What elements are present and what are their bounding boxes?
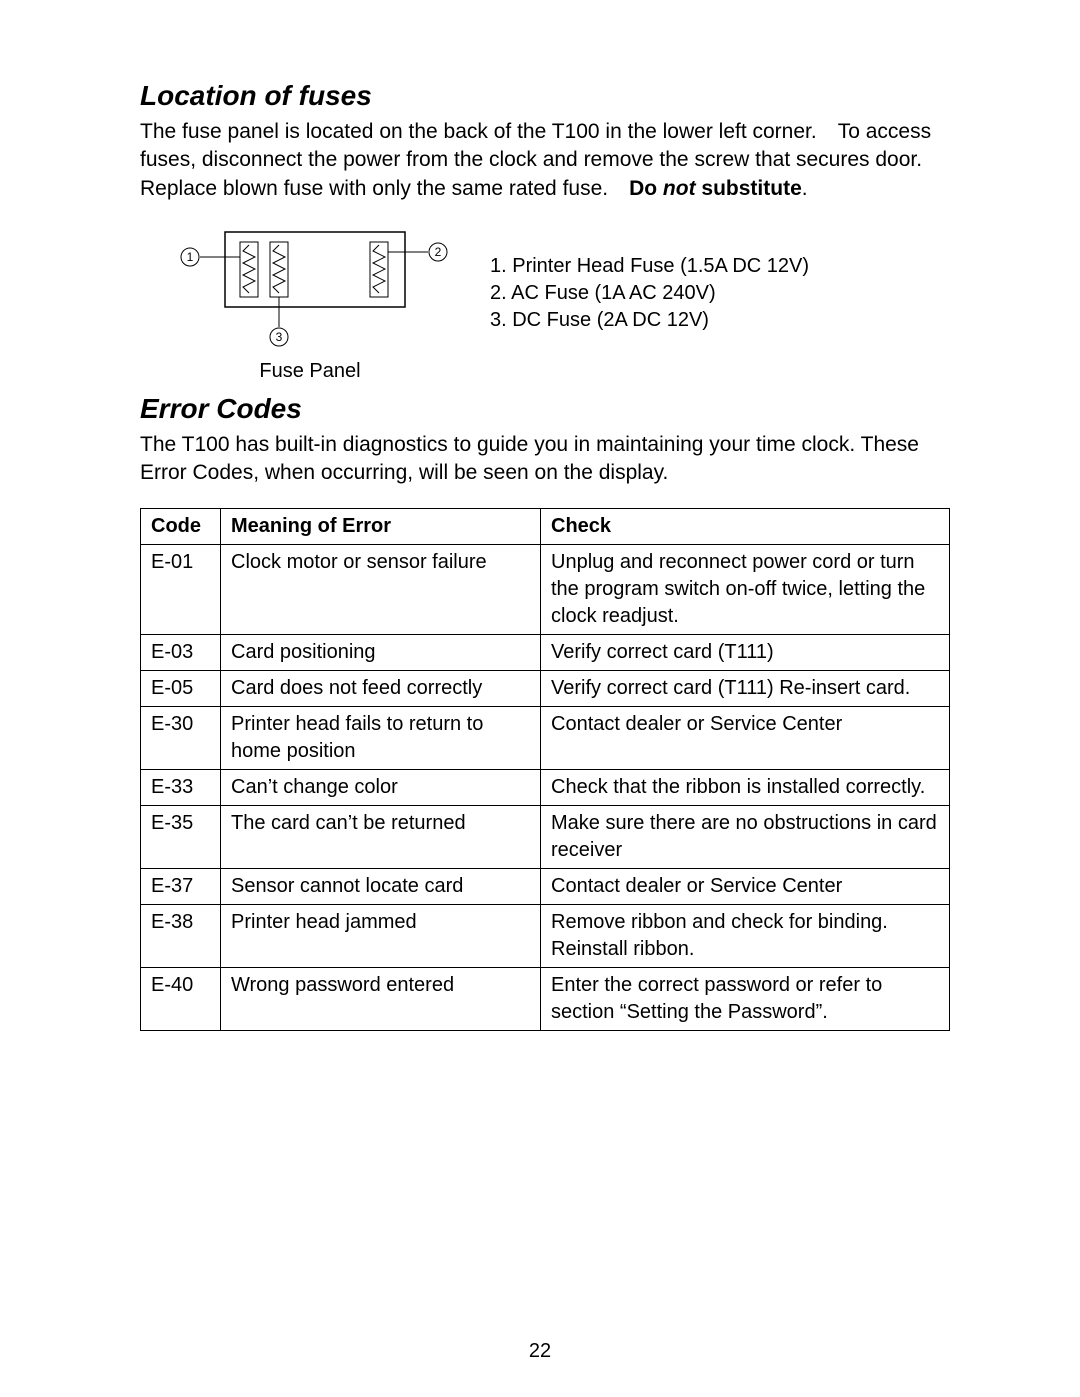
th-meaning: Meaning of Error — [221, 508, 541, 544]
diagram-label-1: 1 — [187, 250, 194, 264]
td-meaning: Sensor cannot locate card — [221, 868, 541, 904]
td-code: E-03 — [141, 634, 221, 670]
table-row: E-35The card can’t be returnedMake sure … — [141, 805, 950, 868]
td-check: Verify correct card (T111) Re-insert car… — [541, 670, 950, 706]
td-check: Check that the ribbon is installed corre… — [541, 769, 950, 805]
page: Location of fuses The fuse panel is loca… — [0, 0, 1080, 1397]
table-row: E-03Card positioningVerify correct card … — [141, 634, 950, 670]
fuses-period: . — [802, 177, 808, 200]
table-row: E-37Sensor cannot locate cardContact dea… — [141, 868, 950, 904]
fuse-legend-item-2: 2. AC Fuse (1A AC 240V) — [490, 280, 809, 307]
table-row: E-38Printer head jammedRemove ribbon and… — [141, 904, 950, 967]
td-meaning: The card can’t be returned — [221, 805, 541, 868]
table-row: E-40Wrong password enteredEnter the corr… — [141, 967, 950, 1030]
td-check: Contact dealer or Service Center — [541, 706, 950, 769]
fuse-panel-diagram: 1 2 3 — [170, 227, 450, 347]
td-meaning: Card does not feed correctly — [221, 670, 541, 706]
fuse-legend-item-3: 3. DC Fuse (2A DC 12V) — [490, 307, 809, 334]
td-meaning: Can’t change color — [221, 769, 541, 805]
td-check: Unplug and reconnect power cord or turn … — [541, 544, 950, 634]
td-code: E-37 — [141, 868, 221, 904]
td-meaning: Wrong password entered — [221, 967, 541, 1030]
table-row: E-30Printer head fails to return to home… — [141, 706, 950, 769]
td-code: E-30 — [141, 706, 221, 769]
td-code: E-33 — [141, 769, 221, 805]
fuse-row: 1 2 3 Fuse Panel 1. Printer Head Fuse (1… — [170, 227, 950, 383]
page-number: 22 — [0, 1340, 1080, 1363]
table-row: E-01Clock motor or sensor failureUnplug … — [141, 544, 950, 634]
fuse-legend-item-1: 1. Printer Head Fuse (1.5A DC 12V) — [490, 253, 809, 280]
td-code: E-40 — [141, 967, 221, 1030]
fuses-substitute: substitute — [696, 177, 802, 200]
error-codes-paragraph: The T100 has built-in diagnostics to gui… — [140, 431, 950, 488]
td-meaning: Clock motor or sensor failure — [221, 544, 541, 634]
fuse-legend: 1. Printer Head Fuse (1.5A DC 12V) 2. AC… — [490, 227, 809, 334]
diagram-label-3: 3 — [276, 330, 283, 344]
table-header-row: Code Meaning of Error Check — [141, 508, 950, 544]
td-code: E-05 — [141, 670, 221, 706]
td-meaning: Printer head fails to return to home pos… — [221, 706, 541, 769]
th-check: Check — [541, 508, 950, 544]
td-code: E-35 — [141, 805, 221, 868]
section-title-error-codes: Error Codes — [140, 393, 950, 425]
td-check: Remove ribbon and check for binding. Rei… — [541, 904, 950, 967]
td-check: Verify correct card (T111) — [541, 634, 950, 670]
fuses-paragraph-text: The fuse panel is located on the back of… — [140, 120, 943, 200]
td-check: Contact dealer or Service Center — [541, 868, 950, 904]
diagram-label-2: 2 — [435, 245, 442, 259]
td-code: E-38 — [141, 904, 221, 967]
section-title-fuses: Location of fuses — [140, 80, 950, 112]
fuse-panel-caption: Fuse Panel — [170, 360, 450, 383]
error-codes-table: Code Meaning of Error Check E-01Clock mo… — [140, 508, 950, 1031]
td-check: Enter the correct password or refer to s… — [541, 967, 950, 1030]
td-meaning: Card positioning — [221, 634, 541, 670]
th-code: Code — [141, 508, 221, 544]
td-code: E-01 — [141, 544, 221, 634]
table-row: E-33Can’t change colorCheck that the rib… — [141, 769, 950, 805]
td-check: Make sure there are no obstructions in c… — [541, 805, 950, 868]
fuses-paragraph: The fuse panel is located on the back of… — [140, 118, 950, 203]
table-row: E-05Card does not feed correctlyVerify c… — [141, 670, 950, 706]
fuses-not: not — [663, 177, 696, 200]
fuses-do: Do — [629, 177, 663, 200]
td-meaning: Printer head jammed — [221, 904, 541, 967]
fuse-diagram-col: 1 2 3 Fuse Panel — [170, 227, 450, 383]
